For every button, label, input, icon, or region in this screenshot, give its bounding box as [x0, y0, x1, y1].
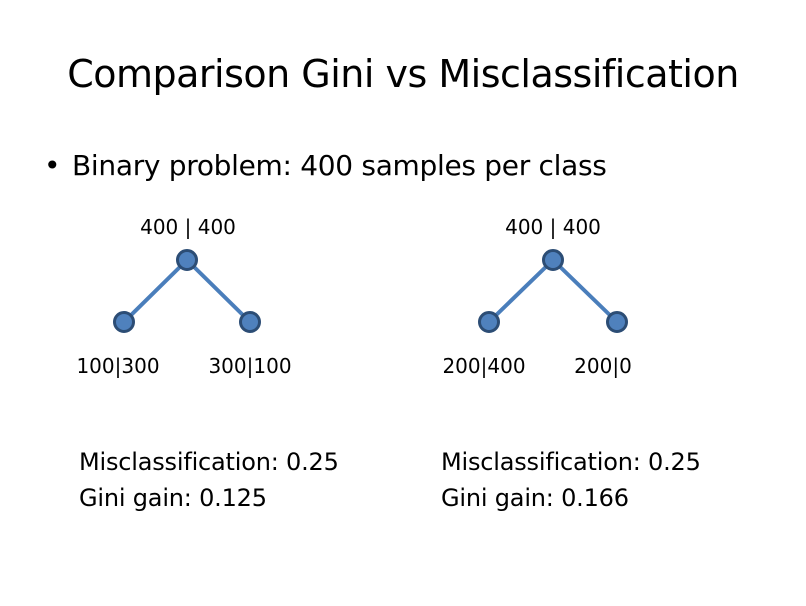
tree-right-left-label: 200|400: [442, 354, 526, 378]
tree-right-misclassification: Misclassification: 0.25: [441, 448, 701, 476]
tree-left-left-label: 100|300: [76, 354, 160, 378]
bullet-text: Binary problem: 400 samples per class: [72, 149, 607, 182]
tree-right-right-label: 200|0: [574, 354, 632, 378]
tree-left-edge-left: [122, 258, 189, 324]
tree-right-edge-left: [487, 258, 555, 324]
bullet-point: • Binary problem: 400 samples per class: [44, 149, 607, 183]
tree-right-right-node: [606, 311, 628, 333]
tree-right-edge-right: [551, 258, 619, 324]
slide-title: Comparison Gini vs Misclassification: [67, 52, 739, 96]
tree-left-left-node: [113, 311, 135, 333]
tree-left-gini-gain: Gini gain: 0.125: [79, 484, 267, 512]
tree-left-root-label: 400 | 400: [140, 215, 236, 239]
tree-left-edge-right: [185, 258, 252, 324]
tree-right: [478, 249, 628, 333]
tree-left: [113, 249, 261, 333]
tree-left-right-node: [239, 311, 261, 333]
tree-right-gini-gain: Gini gain: 0.166: [441, 484, 629, 512]
tree-right-root-label: 400 | 400: [505, 215, 601, 239]
bullet-icon: •: [44, 149, 61, 182]
tree-left-root-node: [176, 249, 198, 271]
tree-right-root-node: [542, 249, 564, 271]
tree-left-misclassification: Misclassification: 0.25: [79, 448, 339, 476]
tree-right-left-node: [478, 311, 500, 333]
tree-left-right-label: 300|100: [208, 354, 292, 378]
